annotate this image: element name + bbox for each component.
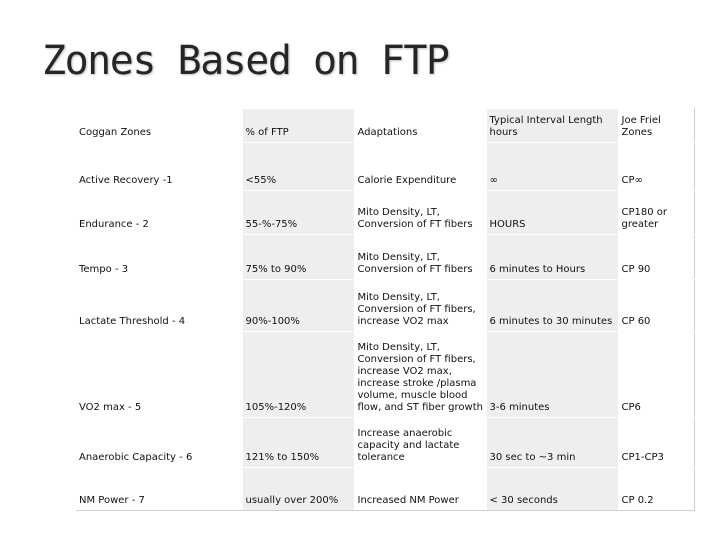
cell-coggan-zone: Endurance - 2 <box>76 190 242 235</box>
cell-adaptations: Increase anaerobic capacity and lactate … <box>353 417 486 468</box>
table-row: Endurance - 2 55-%-75% Mito Density, LT,… <box>76 190 695 235</box>
cell-friel-zone: CP 0.2 <box>617 467 695 511</box>
cell-percent-ftp: 121% to 150% <box>241 417 354 468</box>
header-joe-friel-zones: Joe Friel Zones <box>617 108 695 143</box>
cell-percent-ftp: usually over 200% <box>241 467 354 511</box>
ftp-zones-table: Coggan Zones % of FTP Adaptations Typica… <box>76 108 695 511</box>
header-coggan-zones: Coggan Zones <box>76 108 242 143</box>
cell-adaptations: Mito Density, LT, Conversion of FT fiber… <box>353 331 486 418</box>
cell-friel-zone: CP6 <box>617 331 695 418</box>
header-interval-length: Typical Interval Length hours <box>485 108 618 143</box>
cell-adaptations: Mito Density, LT, Conversion of FT fiber… <box>353 190 486 235</box>
table-row: Active Recovery -1 <55% Calorie Expendit… <box>76 142 695 191</box>
cell-percent-ftp: <55% <box>241 142 354 191</box>
cell-interval-length: 30 sec to ~3 min <box>485 417 618 468</box>
cell-coggan-zone: NM Power - 7 <box>76 467 242 511</box>
cell-adaptations: Calorie Expenditure <box>353 142 486 191</box>
cell-friel-zone: CP 60 <box>617 279 695 332</box>
cell-coggan-zone: Anaerobic Capacity - 6 <box>76 417 242 468</box>
cell-coggan-zone: Active Recovery -1 <box>76 142 242 191</box>
cell-percent-ftp: 105%-120% <box>241 331 354 418</box>
cell-interval-length: 3-6 minutes <box>485 331 618 418</box>
table-row: Anaerobic Capacity - 6 121% to 150% Incr… <box>76 417 695 468</box>
header-percent-ftp: % of FTP <box>241 108 354 143</box>
table-row: Tempo - 3 75% to 90% Mito Density, LT, C… <box>76 234 695 280</box>
cell-friel-zone: CP∞ <box>617 142 695 191</box>
cell-friel-zone: CP1-CP3 <box>617 417 695 468</box>
cell-percent-ftp: 55-%-75% <box>241 190 354 235</box>
cell-interval-length: 6 minutes to Hours <box>485 234 618 280</box>
table-row: Lactate Threshold - 4 90%-100% Mito Dens… <box>76 279 695 332</box>
table-row: NM Power - 7 usually over 200% Increased… <box>76 467 695 511</box>
cell-interval-length: ∞ <box>485 142 618 191</box>
cell-adaptations: Increased NM Power <box>353 467 486 511</box>
cell-interval-length: < 30 seconds <box>485 467 618 511</box>
table-header-row: Coggan Zones % of FTP Adaptations Typica… <box>76 108 695 143</box>
cell-coggan-zone: Tempo - 3 <box>76 234 242 280</box>
table-row: VO2 max - 5 105%-120% Mito Density, LT, … <box>76 331 695 418</box>
cell-coggan-zone: VO2 max - 5 <box>76 331 242 418</box>
header-adaptations: Adaptations <box>353 108 486 143</box>
cell-friel-zone: CP180 or greater <box>617 190 695 235</box>
cell-interval-length: 6 minutes to 30 minutes <box>485 279 618 332</box>
cell-interval-length: HOURS <box>485 190 618 235</box>
slide-title: Zones Based on FTP <box>42 38 450 84</box>
cell-percent-ftp: 90%-100% <box>241 279 354 332</box>
cell-adaptations: Mito Density, LT, Conversion of FT fiber… <box>353 279 486 332</box>
cell-adaptations: Mito Density, LT, Conversion of FT fiber… <box>353 234 486 280</box>
cell-percent-ftp: 75% to 90% <box>241 234 354 280</box>
cell-friel-zone: CP 90 <box>617 234 695 280</box>
cell-coggan-zone: Lactate Threshold - 4 <box>76 279 242 332</box>
